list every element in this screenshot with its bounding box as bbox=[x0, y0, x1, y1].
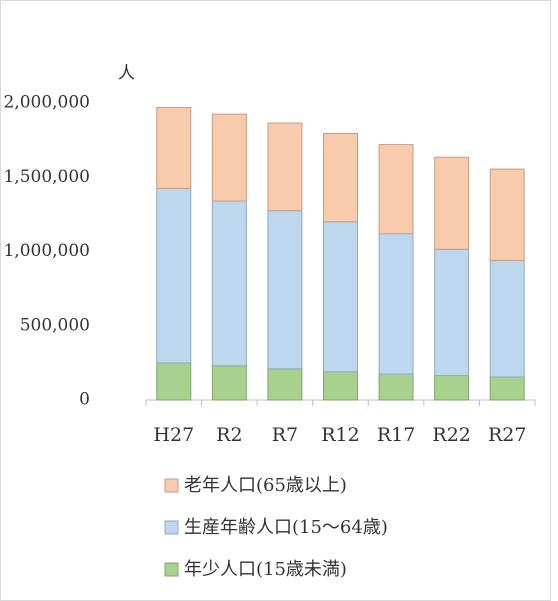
x-tick-label: R27 bbox=[488, 424, 526, 446]
x-tick-label: R22 bbox=[432, 424, 470, 446]
y-tick-label: 1,500,000 bbox=[3, 167, 90, 187]
bar-segment bbox=[323, 221, 358, 373]
bar-segment bbox=[267, 210, 303, 370]
legend-swatch bbox=[164, 478, 179, 493]
legend-label: 年少人口(15歳未満) bbox=[184, 559, 347, 580]
bar-segment bbox=[323, 132, 358, 223]
bar-segment bbox=[267, 122, 303, 212]
y-tick-label: 0 bbox=[79, 390, 90, 410]
bar-segment bbox=[434, 248, 470, 376]
bar-segment bbox=[211, 200, 247, 367]
bar-segment bbox=[378, 233, 414, 375]
x-tick-label: R17 bbox=[377, 424, 415, 446]
bar-segment bbox=[489, 376, 525, 401]
bar-segment bbox=[434, 374, 470, 401]
y-tick-label: 500,000 bbox=[20, 315, 90, 335]
legend-swatch bbox=[164, 520, 179, 535]
x-tick-label: R12 bbox=[321, 424, 359, 446]
legend-label: 老年人口(65歳以上) bbox=[184, 475, 347, 496]
x-tick-label: R2 bbox=[216, 424, 242, 446]
y-tick-label: 2,000,000 bbox=[3, 93, 90, 113]
bar-segment bbox=[489, 259, 525, 378]
x-tick-label: H27 bbox=[153, 424, 194, 446]
y-axis-label: 人 bbox=[118, 64, 135, 84]
bar-segment bbox=[489, 168, 525, 261]
legend-swatch bbox=[164, 562, 179, 577]
y-tick-label: 1,000,000 bbox=[3, 241, 90, 261]
bar-segment bbox=[156, 362, 192, 401]
bar-segment bbox=[211, 113, 247, 202]
bar-segment bbox=[156, 187, 192, 364]
legend-label: 生産年齢人口(15〜64歳) bbox=[184, 517, 388, 538]
bar-segment bbox=[267, 368, 303, 401]
x-tick-label: R7 bbox=[272, 424, 298, 446]
bar-segment bbox=[156, 106, 192, 189]
bar-segment bbox=[323, 371, 358, 401]
bar-segment bbox=[434, 156, 470, 250]
bar-segment bbox=[378, 373, 414, 401]
bar-segment bbox=[378, 144, 414, 235]
bar-segment bbox=[211, 365, 247, 401]
